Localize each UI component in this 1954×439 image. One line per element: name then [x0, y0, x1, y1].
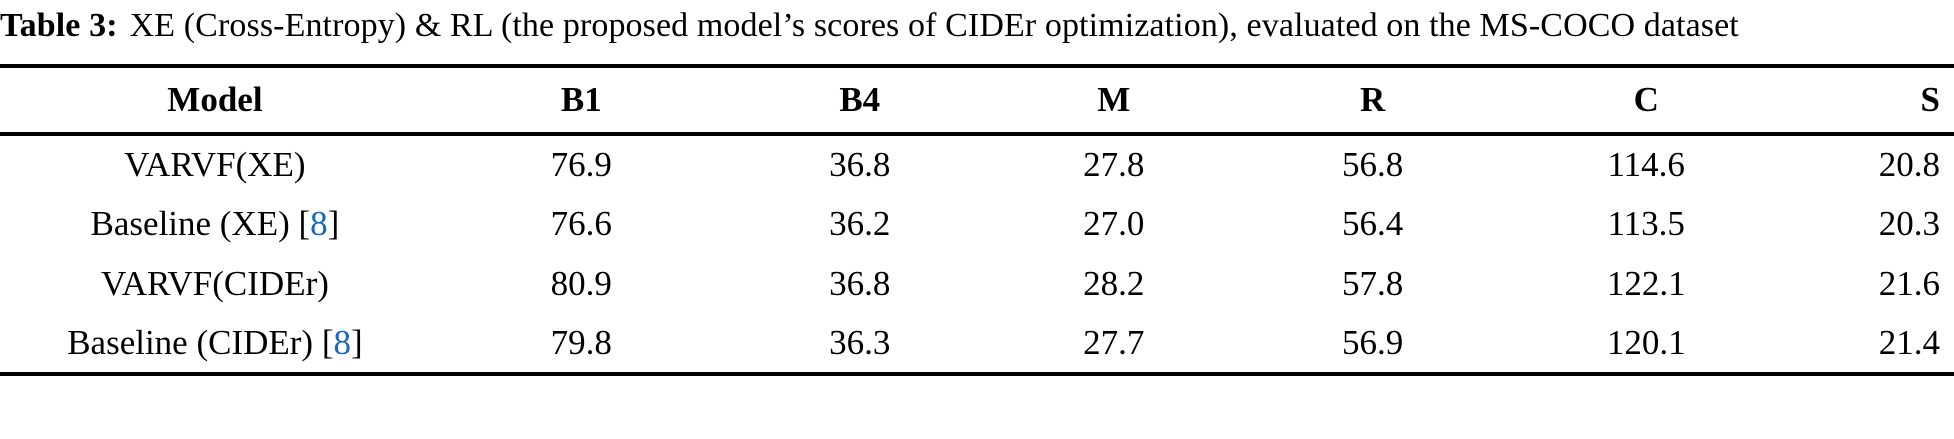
metric-value-s: 20.8	[1878, 145, 1940, 184]
table-caption-label: Table 3:	[0, 7, 118, 44]
col-header-m: M	[986, 66, 1241, 136]
metric-value-c: 120.1	[1606, 323, 1686, 362]
table-row: VARVF(CIDEr) 80.9 36.8 28.2 57.8 122.1 2…	[0, 254, 1954, 314]
metric-value-s: 20.3	[1878, 204, 1940, 243]
metric-value-m: 28.2	[1083, 264, 1145, 303]
metric-value-m: 27.7	[1083, 323, 1145, 362]
col-header-r: R	[1240, 66, 1505, 136]
model-name: VARVF(CIDEr)	[100, 264, 329, 303]
metric-value-s: 21.6	[1878, 264, 1940, 303]
metric-value-b1: 76.6	[550, 204, 612, 243]
metric-value-b4: 36.8	[829, 145, 891, 184]
model-name-cell: Baseline (XE) [8]	[0, 194, 430, 254]
model-name: VARVF(XE)	[124, 145, 306, 184]
metric-value-c: 114.6	[1607, 145, 1685, 184]
citation-link[interactable]: 8	[310, 204, 328, 243]
metric-value-b4: 36.2	[829, 204, 891, 243]
col-header-b4: B4	[732, 66, 987, 136]
metric-value-r: 56.8	[1342, 145, 1404, 184]
results-table: Model B1 B4 M R C S VARVF(XE) 76.9 36.8 …	[0, 64, 1954, 376]
metric-value-m: 27.0	[1083, 204, 1145, 243]
table-row: VARVF(XE) 76.9 36.8 27.8 56.8 114.6 20.8	[0, 134, 1954, 194]
citation-link[interactable]: 8	[333, 323, 352, 362]
metric-value-b4: 36.3	[829, 323, 891, 362]
metric-value-m: 27.8	[1083, 145, 1145, 184]
metric-value-r: 56.9	[1342, 323, 1404, 362]
table-caption-text: XE (Cross-Entropy) & RL (the proposed mo…	[129, 7, 1739, 44]
col-header-b1: B1	[429, 66, 733, 136]
header-row: Model B1 B4 M R C S	[0, 66, 1954, 136]
table-row: Baseline (CIDEr) [8] 79.8 36.3 27.7 56.9…	[0, 314, 1954, 374]
metric-value-c: 113.5	[1607, 204, 1685, 243]
metric-value-c: 122.1	[1606, 264, 1686, 303]
table-row: Baseline (XE) [8] 76.6 36.2 27.0 56.4 11…	[0, 194, 1954, 254]
metric-value-s: 21.4	[1878, 323, 1940, 362]
model-name: Baseline (CIDEr) [	[67, 323, 334, 362]
model-name-suffix: ]	[327, 204, 340, 243]
col-header-model: Model	[0, 66, 430, 136]
metric-value-b4: 36.8	[829, 264, 891, 303]
model-name-suffix: ]	[351, 323, 363, 362]
model-name-cell: Baseline (CIDEr) [8]	[0, 314, 430, 374]
table-caption: Table 3: XE (Cross-Entropy) & RL (the pro…	[0, 0, 1954, 49]
metric-value-b1: 79.8	[550, 323, 612, 362]
metric-value-b1: 80.9	[550, 264, 612, 303]
metric-value-b1: 76.9	[550, 145, 612, 184]
model-name-cell: VARVF(XE)	[0, 134, 430, 194]
model-name-cell: VARVF(CIDEr)	[0, 254, 430, 314]
model-name: Baseline (XE) [	[90, 204, 311, 243]
metric-value-r: 57.8	[1342, 264, 1404, 303]
col-header-s: S	[1787, 66, 1954, 136]
metric-value-r: 56.4	[1342, 204, 1404, 243]
col-header-c: C	[1504, 66, 1788, 136]
